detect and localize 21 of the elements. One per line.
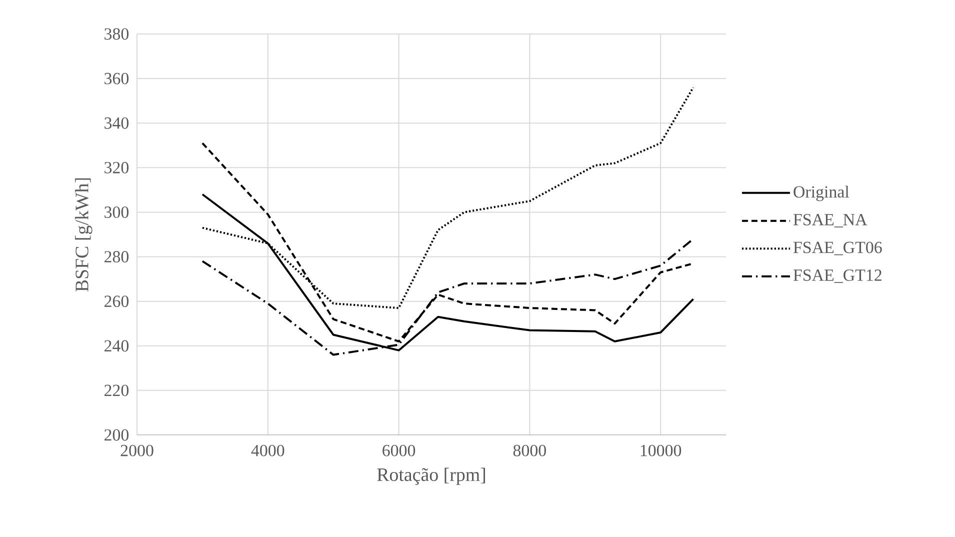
x-tick-label: 6000 <box>382 444 416 456</box>
x-tick-label: 10000 <box>640 444 682 456</box>
y-tick-label: 220 <box>104 384 129 396</box>
x-tick-label: 4000 <box>251 444 284 456</box>
y-tick-label: 280 <box>104 251 129 262</box>
y-tick-label: 340 <box>104 117 129 129</box>
y-tick-label: 360 <box>104 72 129 84</box>
y-axis-title: BSFC [g/kWh] <box>75 178 92 292</box>
legend-label: FSAE_NA <box>793 214 868 228</box>
x-axis-title: Rotação [rpm] <box>377 468 486 485</box>
y-tick-label: 300 <box>104 206 129 218</box>
y-tick-label: 200 <box>104 429 129 441</box>
legend-label: FSAE_GT12 <box>793 270 882 283</box>
y-tick-label: 260 <box>104 296 129 308</box>
y-tick-label: 240 <box>104 340 129 352</box>
legend-label: Original <box>794 186 850 202</box>
x-tick-label: 2000 <box>120 444 154 456</box>
legend-label: FSAE_GT06 <box>793 242 882 256</box>
y-tick-label: 320 <box>104 162 129 174</box>
y-tick-label: 380 <box>104 28 129 40</box>
x-tick-label: 8000 <box>513 444 546 456</box>
